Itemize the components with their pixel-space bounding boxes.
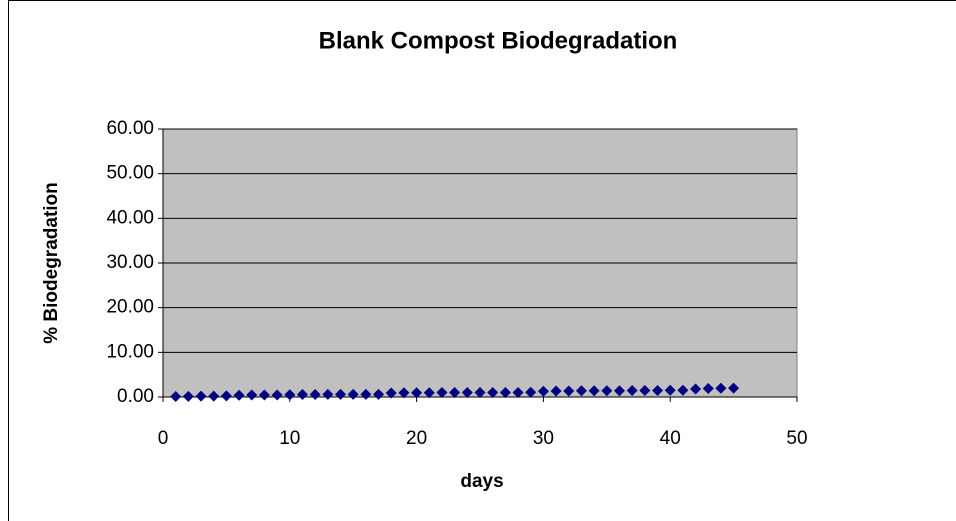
marker: [652, 385, 664, 397]
marker: [335, 388, 347, 400]
marker: [436, 387, 448, 399]
marker: [487, 387, 499, 399]
marker: [461, 387, 473, 399]
y-tick-label: 10.00: [106, 341, 154, 362]
marker: [220, 390, 232, 402]
marker: [246, 389, 258, 401]
marker: [474, 387, 486, 399]
marker: [702, 383, 714, 395]
marker: [512, 387, 524, 399]
marker: [626, 385, 638, 397]
y-tick-label: 60.00: [106, 118, 154, 139]
x-tick-label: 0: [158, 428, 169, 449]
x-tick-label: 40: [660, 428, 681, 449]
marker: [550, 385, 562, 397]
marker: [398, 387, 410, 399]
marker: [373, 388, 385, 400]
marker: [601, 385, 613, 397]
marker: [284, 389, 296, 401]
marker: [423, 387, 435, 399]
marker: [208, 390, 220, 402]
marker: [639, 385, 651, 397]
marker: [411, 387, 423, 399]
marker: [296, 389, 308, 401]
marker: [360, 388, 372, 400]
marker: [449, 387, 461, 399]
marker: [575, 385, 587, 397]
marker: [563, 385, 575, 397]
y-axis-label: % Biodegradation: [41, 182, 62, 344]
marker: [195, 390, 207, 402]
marker: [728, 382, 740, 394]
marker: [588, 385, 600, 397]
marker: [613, 385, 625, 397]
marker: [182, 390, 194, 402]
marker: [233, 389, 245, 401]
marker: [309, 389, 321, 401]
marker: [322, 388, 334, 400]
y-tick-label: 20.00: [106, 297, 154, 318]
marker: [347, 388, 359, 400]
y-tick-label: 0.00: [117, 386, 154, 407]
y-tick-label: 30.00: [106, 252, 154, 273]
marker: [525, 386, 537, 398]
x-tick-label: 10: [279, 428, 300, 449]
marker: [258, 389, 270, 401]
marker: [677, 384, 689, 396]
marker: [537, 385, 549, 397]
marker: [499, 387, 511, 399]
chart-title: Blank Compost Biodegradation: [319, 27, 678, 54]
marker: [690, 383, 702, 395]
marker: [170, 391, 182, 403]
marker: [271, 389, 283, 401]
x-axis-label: days: [460, 471, 503, 492]
y-tick-label: 50.00: [106, 163, 154, 184]
x-tick-label: 30: [533, 428, 554, 449]
y-tick-label: 40.00: [106, 207, 154, 228]
marker: [715, 382, 727, 394]
x-tick-label: 20: [406, 428, 427, 449]
marker: [664, 384, 676, 396]
marker: [385, 387, 397, 399]
x-tick-label: 50: [786, 428, 807, 449]
